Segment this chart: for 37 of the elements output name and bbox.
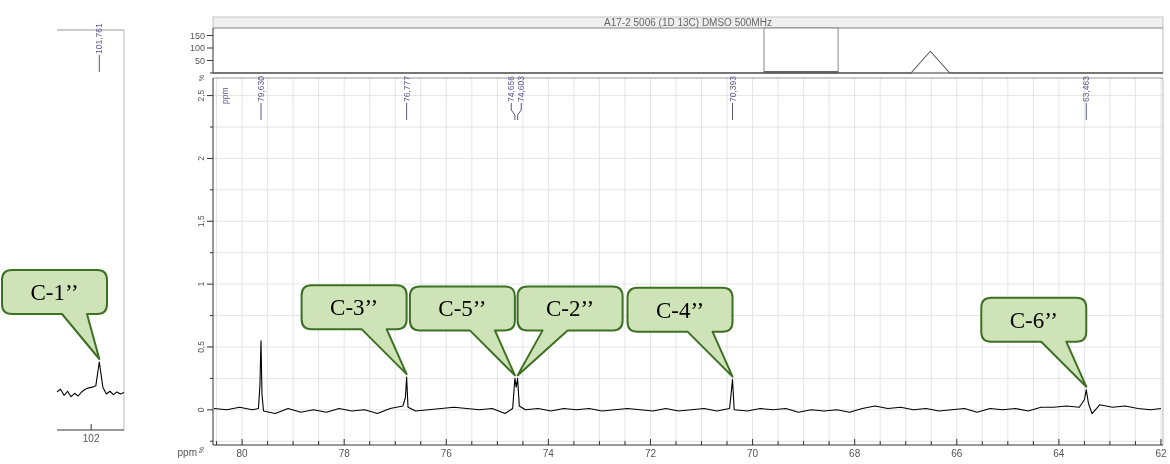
annotation: C-3’’ (330, 295, 379, 321)
y-tick-label: 0 (196, 407, 206, 413)
annotation: C-4’’ (655, 297, 705, 323)
x-tick-label: 74 (542, 448, 555, 459)
x-tick-label: 72 (644, 448, 657, 459)
x-tick-label: 68 (849, 448, 861, 459)
y-tick-label: 1,5 (196, 215, 206, 228)
chart-title: A17-2 5006 (1D 13C) DMSO 500MHz (604, 17, 772, 28)
annotation: C-5’’ (438, 296, 487, 322)
y-tick-label: 50 (194, 55, 205, 66)
x-tick-label: 78 (338, 448, 351, 459)
annotation: 63,463 (1081, 75, 1092, 102)
x-tick-label: 76 (440, 448, 453, 459)
x-tick-label: 70 (747, 448, 759, 459)
x-tick-label: 64 (1053, 448, 1065, 459)
text: 102 (82, 433, 100, 444)
line-series (213, 340, 1162, 415)
x-tick-label: 66 (951, 448, 963, 459)
x-tick-label: 62 (1155, 448, 1167, 459)
y-tick-label: 2 (196, 155, 206, 161)
text: C-1’’ (30, 280, 79, 305)
annotation: C-2’’ (546, 296, 595, 322)
x-tick-label: 80 (236, 448, 249, 459)
y-tick-label: 0,5 (196, 340, 206, 353)
annotation: 74,656 (506, 75, 517, 102)
annotation: C-6’’ (1009, 307, 1058, 333)
annotation: 70,393 (727, 75, 738, 102)
y-tick-label: 2,5 (196, 89, 206, 102)
annotation: 74,603 (516, 75, 527, 102)
annotation: 79,630 (255, 75, 266, 102)
annotation: 76,777 (401, 75, 412, 102)
text: 101,761 (94, 23, 105, 54)
x-axis-title: ppm (177, 447, 197, 458)
annotation: ppm (220, 87, 230, 104)
y-tick-label: 150 (189, 30, 205, 41)
y-tick-label: 100 (189, 43, 205, 53)
y-tick-label: 1 (196, 281, 206, 287)
